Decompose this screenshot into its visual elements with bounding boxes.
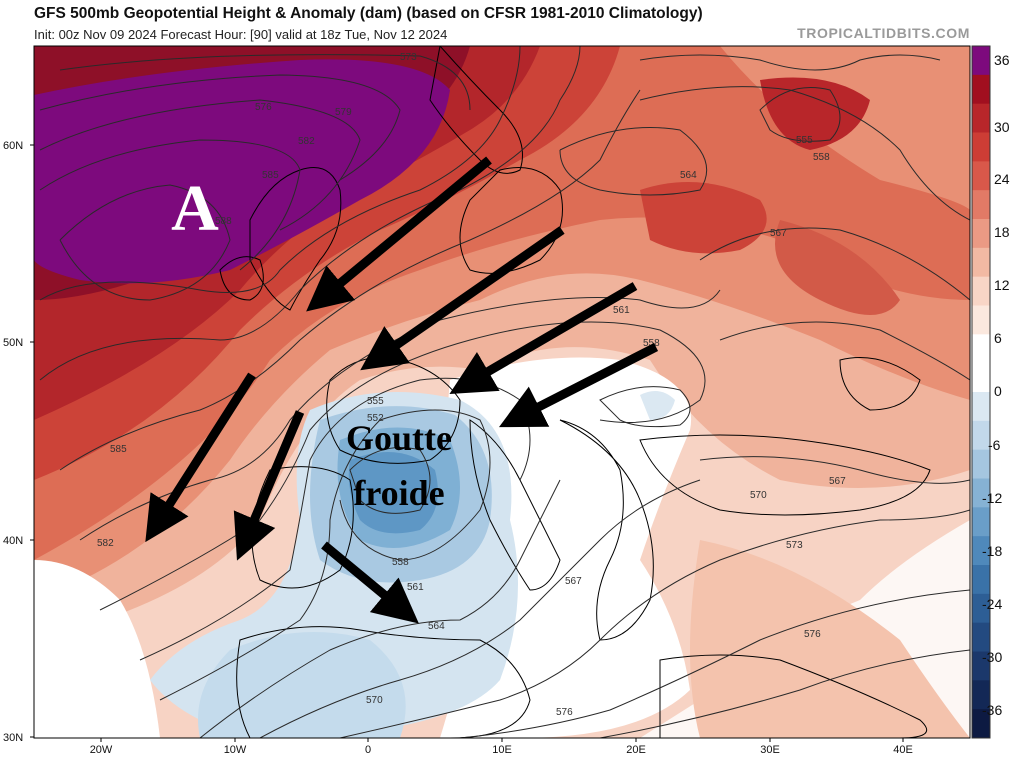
colorbar-swatch <box>972 190 990 220</box>
longitude-label: 10W <box>224 744 247 756</box>
colorbar-labels: 36 30 24 18 12 6 0 -6 -12 -18 -24 -30 -3… <box>982 52 1010 718</box>
contour-label: 564 <box>680 170 697 181</box>
contour-label: 573 <box>786 540 803 551</box>
colorbar-tick-label: -6 <box>988 437 1001 453</box>
colorbar-swatch <box>972 680 990 710</box>
arrow-icon <box>498 342 659 428</box>
colorbar-tick-label: -36 <box>982 702 1002 718</box>
colorbar-swatch <box>972 46 990 76</box>
map-title: GFS 500mb Geopotential Height & Anomaly … <box>34 5 703 22</box>
contour-label: 576 <box>804 629 821 640</box>
contour-label: 555 <box>796 135 813 146</box>
header: GFS 500mb Geopotential Height & Anomaly … <box>0 0 1024 46</box>
arrow-icon <box>321 541 419 624</box>
colorbar-swatch <box>972 449 990 479</box>
cut-off-low-label-line2: froide <box>353 473 444 513</box>
colorbar-swatch <box>972 219 990 249</box>
longitude-axis: 20W 10W 0 10E 20E 30E 40E <box>90 738 913 756</box>
cut-off-low-label-line1: Goutte <box>346 418 452 458</box>
colorbar-swatch <box>972 363 990 393</box>
colorbar-swatch <box>972 305 990 335</box>
colorbar-swatch <box>972 565 990 595</box>
colorbar-tick-label: 36 <box>994 52 1010 68</box>
colorbar-swatch <box>972 507 990 537</box>
contour-label: 558 <box>643 338 660 349</box>
colorbar-swatch <box>972 132 990 162</box>
colorbar-swatch <box>972 478 990 508</box>
colorbar-swatch <box>972 276 990 306</box>
colorbar <box>971 45 991 739</box>
arrow-icon <box>360 226 565 371</box>
high-pressure-label: A <box>171 172 219 245</box>
contour-label: 567 <box>770 228 787 239</box>
colorbar-tick-label: 24 <box>994 171 1010 187</box>
arrow-icon <box>233 410 305 561</box>
colorbar-tick-label: 12 <box>994 277 1010 293</box>
arrow-icon <box>306 156 492 312</box>
latitude-label: 30N <box>3 732 23 744</box>
flow-arrows <box>145 156 659 624</box>
colorbar-swatch <box>972 392 990 422</box>
latitude-axis: 60N 50N 40N 30N <box>3 140 34 744</box>
colorbar-tick-label: 30 <box>994 119 1010 135</box>
contour-label: 570 <box>750 490 767 501</box>
longitude-label: 20W <box>90 744 113 756</box>
colorbar-swatch <box>972 420 990 451</box>
contour-label: 567 <box>829 476 846 487</box>
longitude-label: 30E <box>760 744 780 756</box>
longitude-label: 40E <box>893 744 913 756</box>
colorbar-swatch <box>972 536 990 566</box>
contour-label: 570 <box>366 695 383 706</box>
colorbar-swatch <box>972 651 990 681</box>
contour-label: 573 <box>400 52 417 63</box>
longitude-label: 20E <box>626 744 646 756</box>
contour-label: 582 <box>298 136 315 147</box>
contour-label: 588 <box>215 216 232 227</box>
colorbar-tick-label: 6 <box>994 330 1002 346</box>
contour-label: 561 <box>407 582 424 593</box>
contour-label: 576 <box>255 102 272 113</box>
colorbar-swatch <box>972 74 990 105</box>
longitude-label: 0 <box>365 744 371 756</box>
latitude-label: 60N <box>3 140 23 152</box>
latitude-label: 50N <box>3 337 23 349</box>
contour-label: 558 <box>813 152 830 163</box>
contour-label: 555 <box>367 396 384 407</box>
contour-label: 576 <box>556 707 573 718</box>
latitude-label: 40N <box>3 535 23 547</box>
colorbar-border <box>971 45 991 739</box>
brand-watermark: TROPICALTIDBITS.COM <box>797 25 970 41</box>
colorbar-swatch <box>972 161 990 191</box>
contour-label: 561 <box>613 305 630 316</box>
colorbar-tick-label: -18 <box>982 543 1002 559</box>
contour-label: 579 <box>335 107 352 118</box>
contour-label: 567 <box>565 576 582 587</box>
contour-label: 585 <box>110 444 127 455</box>
colorbar-swatch <box>972 622 990 652</box>
contour-label: 558 <box>392 557 409 568</box>
contour-label: 564 <box>428 621 445 632</box>
contour-label: 552 <box>367 413 384 424</box>
negative-anomaly-field <box>150 391 675 738</box>
map-frame: 573 576 579 582 585 588 582 585 555 558 … <box>34 46 970 738</box>
contour-label: 585 <box>262 170 279 181</box>
colorbar-tick-label: -24 <box>982 596 1002 612</box>
colorbar-swatch <box>972 247 990 278</box>
colorbar-swatch <box>972 103 990 133</box>
colorbar-swatch <box>972 334 990 364</box>
longitude-label: 10E <box>492 744 512 756</box>
map-subtitle: Init: 00z Nov 09 2024 Forecast Hour: [90… <box>34 27 448 42</box>
colorbar-swatch <box>972 593 990 624</box>
arrow-icon <box>449 282 638 395</box>
arrow-icon <box>145 372 256 543</box>
colorbar-tick-label: -30 <box>982 649 1002 665</box>
contour-label: 582 <box>97 538 114 549</box>
colorbar-tick-label: -12 <box>982 490 1002 506</box>
colorbar-tick-label: 0 <box>994 383 1002 399</box>
colorbar-swatch <box>972 709 990 739</box>
colorbar-tick-label: 18 <box>994 224 1010 240</box>
